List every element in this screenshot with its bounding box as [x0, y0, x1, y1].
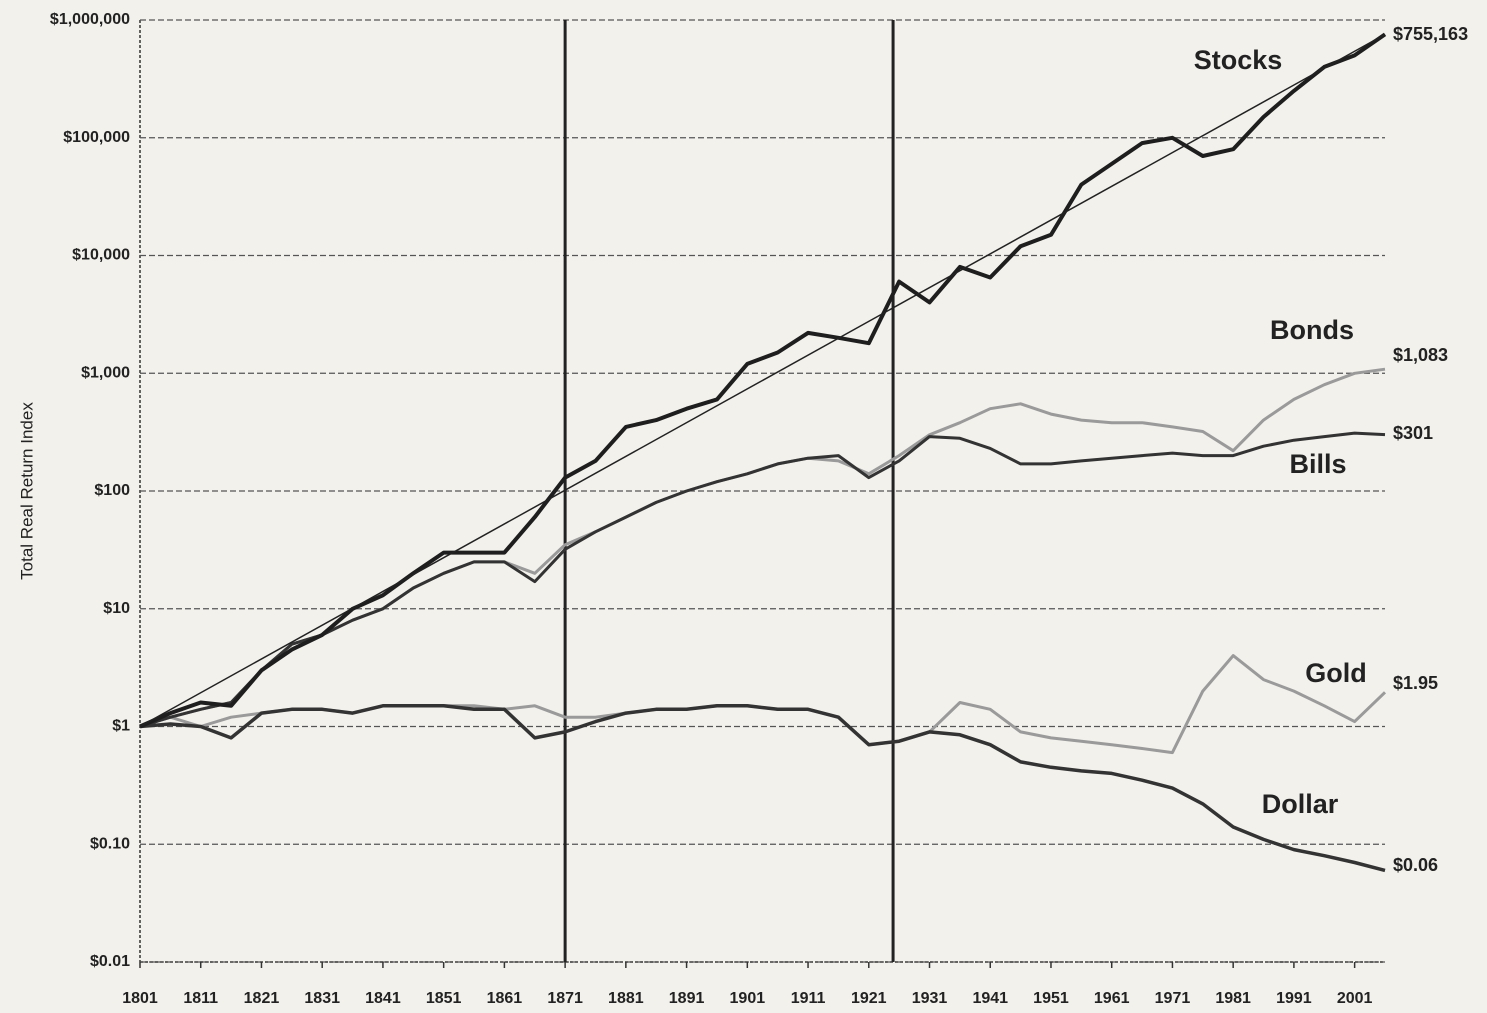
- y-axis-label: Total Real Return Index: [17, 402, 36, 580]
- x-tick-label: 1801: [122, 990, 158, 1007]
- series-line: [139, 704, 1386, 873]
- end-value-label: $1.95: [1393, 673, 1438, 693]
- y-tick-label: $0.01: [90, 953, 130, 970]
- x-tick-label: 1911: [791, 990, 826, 1007]
- x-tick-label: 1941: [972, 990, 1008, 1007]
- end-value-label: $301: [1393, 423, 1433, 443]
- end-value-label: $755,163: [1393, 24, 1468, 44]
- x-tick-label: 1851: [426, 990, 462, 1007]
- series-line: [139, 654, 1387, 755]
- series-label: Gold: [1305, 658, 1367, 688]
- x-tick-label: 2001: [1337, 990, 1373, 1007]
- y-tick-label: $100: [94, 482, 130, 499]
- x-tick-label: 1841: [365, 990, 401, 1007]
- x-tick-label: 1991: [1276, 990, 1312, 1007]
- x-tick-label: 1921: [851, 990, 887, 1007]
- series-label: Bonds: [1270, 315, 1354, 345]
- series-label: Stocks: [1194, 45, 1283, 75]
- end-value-label: $0.06: [1393, 855, 1438, 875]
- x-tick-label: 1981: [1215, 990, 1251, 1007]
- x-tick-label: 1961: [1094, 990, 1130, 1007]
- y-tick-label: $10: [103, 600, 130, 617]
- series-label: Bills: [1289, 449, 1346, 479]
- x-tick-label: 1821: [244, 990, 280, 1007]
- series-line: [139, 32, 1387, 729]
- y-tick-label: $1: [112, 718, 130, 735]
- y-tick-label: $10,000: [72, 247, 130, 264]
- x-tick-label: 1901: [730, 990, 766, 1007]
- x-tick-label: 1951: [1033, 990, 1069, 1007]
- trend-line: [139, 33, 1386, 728]
- y-tick-label: $0.10: [90, 835, 130, 852]
- y-tick-label: $100,000: [63, 129, 130, 146]
- end-value-label: $1,083: [1393, 345, 1448, 365]
- series-line: [139, 367, 1386, 728]
- x-tick-label: 1861: [487, 990, 523, 1007]
- x-tick-label: 1881: [608, 990, 644, 1007]
- y-tick-label: $1,000: [81, 364, 130, 381]
- y-tick-label: $1,000,000: [50, 11, 130, 28]
- series-line: [139, 431, 1386, 728]
- x-tick-label: 1811: [183, 990, 218, 1007]
- x-tick-label: 1831: [304, 990, 340, 1007]
- x-tick-label: 1971: [1155, 990, 1191, 1007]
- series-label: Dollar: [1262, 789, 1339, 819]
- x-tick-label: 1891: [669, 990, 705, 1007]
- x-tick-label: 1931: [912, 990, 948, 1007]
- x-tick-label: 1871: [547, 990, 583, 1007]
